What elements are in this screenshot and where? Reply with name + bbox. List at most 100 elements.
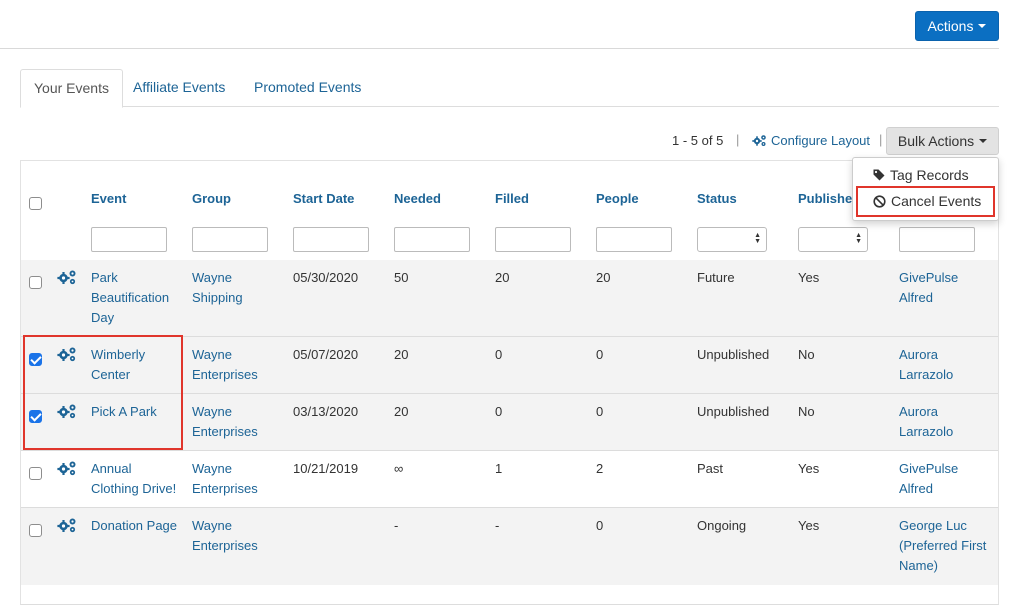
published-text: Yes: [798, 518, 820, 533]
filled-count: 20: [495, 270, 510, 285]
cancel-events-highlight: [856, 186, 995, 217]
column-header-event[interactable]: Event: [91, 191, 127, 206]
people-count: 20: [596, 270, 611, 285]
toolbar-separator: |: [736, 132, 740, 147]
column-header-needed[interactable]: Needed: [394, 191, 441, 206]
owner-link[interactable]: Aurora Larrazolo: [899, 404, 954, 439]
column-header-start-date[interactable]: Start Date: [293, 191, 355, 206]
filter-status-select[interactable]: ▲ ▼: [697, 227, 767, 252]
table-row: [21, 260, 998, 337]
filter-event-input[interactable]: [91, 227, 167, 252]
group-link[interactable]: Wayne Enterprises: [192, 347, 258, 382]
group-link[interactable]: Wayne Enterprises: [192, 518, 258, 553]
select-arrows-icon: ▲ ▼: [754, 232, 761, 245]
column-header-filled[interactable]: Filled: [495, 191, 529, 206]
needed-count: 20: [394, 347, 409, 362]
status-text: Past: [697, 461, 724, 476]
filter-group-input[interactable]: [192, 227, 268, 252]
row-settings-gears-icon[interactable]: [57, 517, 77, 533]
toolbar-separator: |: [879, 132, 883, 147]
tab-bar: Your Events Affiliate Events Promoted Ev…: [20, 69, 999, 108]
event-name-link[interactable]: Donation Page: [91, 518, 178, 533]
tab-promoted-events[interactable]: Promoted Events: [241, 69, 374, 107]
start-date: 03/13/2020: [293, 404, 359, 419]
published-text: No: [798, 404, 815, 419]
start-date: 10/21/2019: [293, 461, 359, 476]
people-count: 0: [596, 404, 604, 419]
row-divider: [21, 450, 998, 451]
row-divider: [21, 507, 998, 508]
menu-item-tag-records[interactable]: Tag Records: [873, 167, 969, 183]
filled-count: 1: [495, 461, 503, 476]
tab-label: Your Events: [34, 80, 109, 96]
menu-item-cancel-events[interactable]: Cancel Events: [873, 193, 981, 209]
selected-rows-highlight: [23, 335, 183, 450]
pagination-count: 1 - 5 of 5: [672, 133, 724, 148]
bulk-actions-label: Bulk Actions: [897, 133, 975, 149]
row-divider: [21, 393, 998, 394]
published-text: Yes: [798, 270, 820, 285]
filter-start-date-input[interactable]: [293, 227, 369, 252]
filter-owner-input[interactable]: [899, 227, 975, 252]
start-date: 05/30/2020: [293, 270, 359, 285]
row-divider: [21, 336, 998, 337]
actions-label: Actions: [927, 18, 974, 34]
row-checkbox[interactable]: [29, 276, 42, 289]
published-text: Yes: [798, 461, 820, 476]
column-header-published[interactable]: Published: [798, 191, 861, 206]
events-table: [20, 160, 999, 605]
group-link[interactable]: Wayne Shipping: [192, 270, 243, 305]
status-text: Unpublished: [697, 404, 770, 419]
filter-needed-input[interactable]: [394, 227, 470, 252]
group-link[interactable]: Wayne Enterprises: [192, 404, 258, 439]
header-divider: [0, 48, 999, 49]
row-settings-gears-icon[interactable]: [57, 403, 77, 419]
table-row: [21, 337, 998, 394]
filter-published-select[interactable]: ▲ ▼: [798, 227, 868, 252]
configure-layout-link[interactable]: Configure Layout: [752, 133, 870, 148]
filled-count: -: [495, 518, 500, 533]
ban-icon: [873, 194, 886, 208]
menu-item-label: Tag Records: [890, 167, 969, 183]
status-text: Unpublished: [697, 347, 770, 362]
row-settings-gears-icon[interactable]: [57, 269, 77, 285]
tag-icon: [873, 169, 885, 181]
actions-button[interactable]: Actions: [915, 11, 999, 41]
tab-label: Promoted Events: [254, 79, 362, 95]
owner-link[interactable]: GivePulse Alfred: [899, 461, 959, 496]
event-name-link[interactable]: Wimberly Center: [91, 347, 146, 382]
tab-label: Affiliate Events: [133, 79, 226, 95]
filter-people-input[interactable]: [596, 227, 672, 252]
row-checkbox[interactable]: [29, 410, 42, 423]
table-row: [21, 508, 998, 585]
bulk-actions-button[interactable]: Bulk Actions: [886, 127, 999, 155]
select-all-checkbox[interactable]: [29, 197, 42, 210]
row-settings-gears-icon[interactable]: [57, 460, 77, 476]
caret-down-icon: [978, 24, 987, 28]
filter-filled-input[interactable]: [495, 227, 571, 252]
event-name-link[interactable]: Annual Clothing Drive!: [91, 461, 177, 496]
configure-layout-label: Configure Layout: [771, 133, 871, 148]
row-settings-gears-icon[interactable]: [57, 346, 77, 362]
row-checkbox[interactable]: [29, 353, 42, 366]
needed-count: 50: [394, 270, 409, 285]
owner-link[interactable]: Aurora Larrazolo: [899, 347, 954, 382]
row-checkbox[interactable]: [29, 467, 42, 480]
event-name-link[interactable]: Pick A Park: [91, 404, 157, 419]
gears-icon: [752, 135, 766, 146]
owner-link[interactable]: GivePulse Alfred: [899, 270, 959, 305]
filled-count: 0: [495, 404, 503, 419]
people-count: 2: [596, 461, 604, 476]
group-link[interactable]: Wayne Enterprises: [192, 461, 258, 496]
column-header-status[interactable]: Status: [697, 191, 737, 206]
tab-your-events[interactable]: Your Events: [20, 69, 123, 108]
column-header-group[interactable]: Group: [192, 191, 231, 206]
filled-count: 0: [495, 347, 503, 362]
event-name-link[interactable]: Park Beautification Day: [91, 270, 170, 325]
tab-affiliate-events[interactable]: Affiliate Events: [120, 69, 238, 107]
column-header-people[interactable]: People: [596, 191, 639, 206]
select-arrows-icon: ▲ ▼: [855, 232, 862, 245]
owner-link[interactable]: George Luc (Preferred First Name): [899, 518, 987, 573]
row-checkbox[interactable]: [29, 524, 42, 537]
menu-item-label: Cancel Events: [891, 193, 982, 209]
